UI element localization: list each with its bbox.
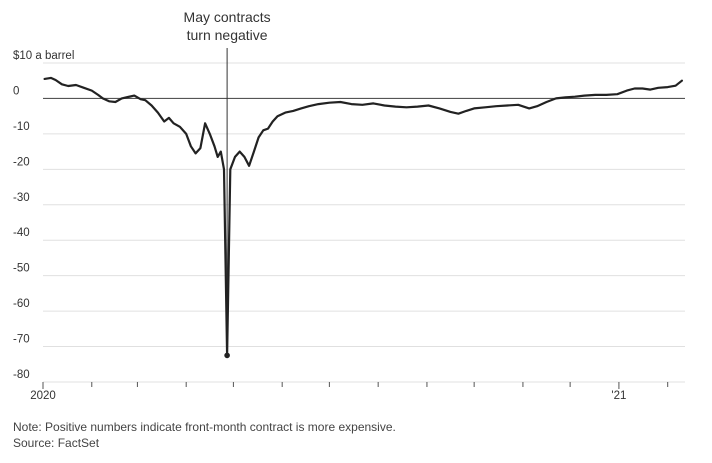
x-tick-label: '21 [611, 390, 626, 402]
y-tick-label: -80 [13, 369, 30, 381]
y-tick-label: -10 [13, 121, 30, 133]
annotation-text: turn negative [187, 27, 268, 43]
y-tick-label: -20 [13, 156, 30, 168]
y-tick-label: -40 [13, 227, 30, 239]
x-tick-label: 2020 [30, 390, 56, 402]
y-tick-label: $10 a barrel [13, 50, 74, 62]
y-tick-label: -60 [13, 298, 30, 310]
series-line [43, 76, 683, 357]
y-tick-label: -70 [13, 334, 30, 346]
chart-source: Source: FactSet [13, 436, 100, 450]
y-tick-label: -30 [13, 192, 30, 204]
x-axis: 2020 '21 [30, 382, 669, 402]
y-tick-label: 0 [13, 85, 19, 97]
annotation-text: May contracts [184, 9, 271, 25]
chart-note: Note: Positive numbers indicate front-mo… [13, 420, 396, 434]
y-tick-labels: $10 a barrel 0 -10 -20 -30 -40 -50 -60 -70 -80 [13, 50, 74, 381]
y-tick-label: -50 [13, 263, 30, 275]
series-group [43, 76, 683, 357]
gridlines [43, 62, 685, 383]
